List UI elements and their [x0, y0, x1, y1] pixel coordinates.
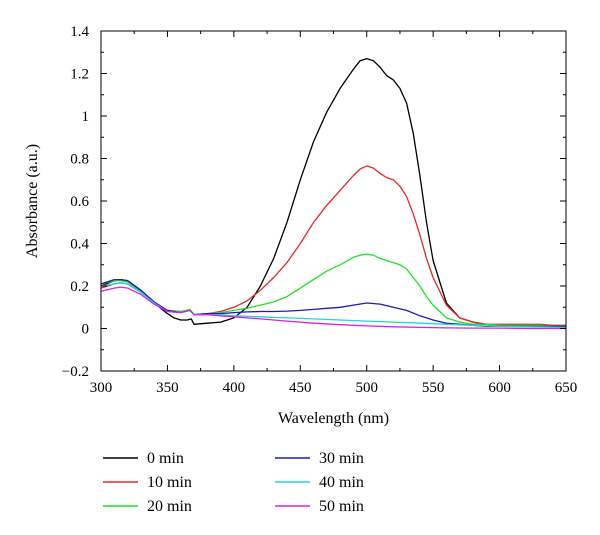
- x-tick-label: 350: [156, 380, 179, 396]
- y-tick-label: 0.6: [70, 194, 89, 210]
- legend-label: 20 min: [147, 498, 192, 515]
- y-tick-label: 0.8: [70, 152, 89, 168]
- legend-label: 50 min: [319, 498, 364, 515]
- x-axis-title: Wavelength (nm): [278, 410, 389, 427]
- series-line-50-min: [100, 286, 566, 330]
- y-tick-label: 0.4: [70, 237, 89, 253]
- y-tick-label: −0.2: [62, 364, 89, 380]
- axes: 300 350 400 450 500 550 600 650 −0.2 0 0.2 0.4 0.6 0.…: [62, 24, 577, 396]
- y-axis-title: Absorbance (a.u.): [24, 144, 41, 258]
- legend-label: 10 min: [147, 474, 192, 491]
- series-line-0-min: [100, 57, 566, 328]
- legend-label: 0 min: [147, 450, 184, 467]
- x-tick-label: 600: [488, 380, 511, 396]
- x-tick-label: 550: [422, 380, 445, 396]
- legend-label: 40 min: [319, 474, 364, 491]
- plot-area: [100, 57, 567, 330]
- y-tick-label: 0: [82, 322, 90, 338]
- series-line-40-min: [100, 282, 567, 329]
- x-tick-label: 650: [555, 380, 578, 396]
- x-tick-label: 400: [223, 380, 246, 396]
- series-line-10-min: [100, 165, 566, 326]
- y-tick-label: 1.4: [70, 24, 89, 40]
- x-tick-label: 450: [289, 380, 312, 396]
- legend: 0 min 10 min 20 min 30 min 40 min 50 min: [103, 450, 364, 515]
- y-tick-label: 0.2: [70, 279, 89, 295]
- y-tick-label: 1.2: [70, 67, 89, 83]
- series-line-20-min: [100, 253, 566, 328]
- x-tick-label: 300: [90, 380, 113, 396]
- x-tick-label: 500: [355, 380, 378, 396]
- legend-label: 30 min: [319, 450, 364, 467]
- y-tick-label: 1: [82, 109, 90, 125]
